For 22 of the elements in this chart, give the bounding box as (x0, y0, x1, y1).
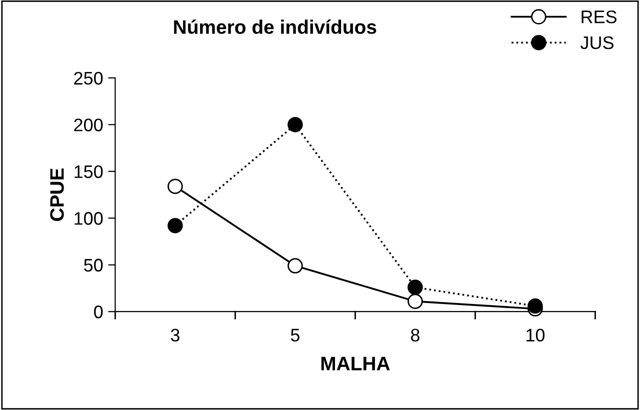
y-axis-title: CPUE (50, 168, 64, 221)
x-axis-title: MALHA (321, 356, 390, 370)
point (288, 258, 303, 274)
legend-label: RES (582, 10, 617, 24)
legend-label: JUS (580, 36, 614, 50)
y-tick-label: 100 (74, 212, 103, 225)
y-tick-label: 200 (74, 118, 103, 132)
y-tick-label: 0 (94, 306, 103, 318)
point (408, 280, 423, 295)
x-tick-label: 8 (410, 328, 420, 342)
point (288, 117, 303, 132)
x-tick-label: 5 (290, 328, 300, 342)
chart-title: Número de indivíduos (174, 19, 376, 34)
y-tick-label: 150 (74, 165, 103, 178)
point (168, 178, 183, 194)
point (408, 294, 423, 309)
point (528, 298, 543, 314)
y-tick-label: 50 (84, 258, 103, 272)
point (168, 218, 183, 234)
x-tick-label: 3 (170, 328, 180, 342)
x-tick-label: 10 (526, 328, 545, 342)
y-tick-label: 250 (74, 72, 103, 85)
